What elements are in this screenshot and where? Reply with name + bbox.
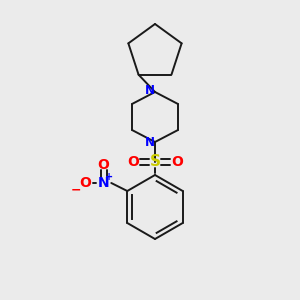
Text: N: N <box>145 136 155 149</box>
Text: O: O <box>79 176 91 190</box>
Text: −: − <box>71 184 82 196</box>
Text: +: + <box>105 172 113 182</box>
Text: O: O <box>97 158 109 172</box>
Text: O: O <box>127 155 139 169</box>
Text: O: O <box>171 155 183 169</box>
Text: N: N <box>98 176 109 190</box>
Text: N: N <box>145 85 155 98</box>
Text: S: S <box>149 154 161 169</box>
